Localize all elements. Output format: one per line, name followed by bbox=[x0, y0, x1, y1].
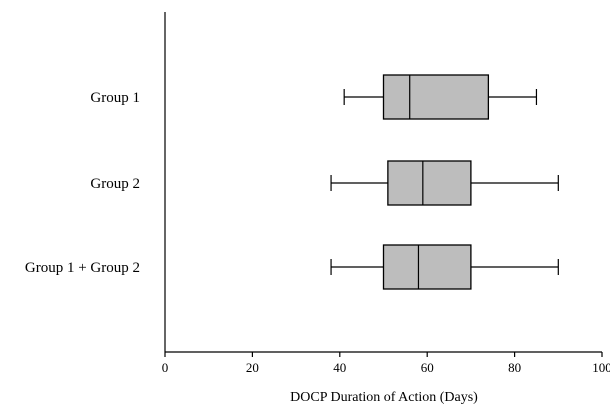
iqr-box bbox=[387, 160, 472, 206]
x-axis-ticks: 0 20 40 60 80 100 bbox=[162, 352, 610, 375]
box-group bbox=[330, 244, 559, 290]
box-groups bbox=[330, 74, 559, 290]
category-label: Group 2 bbox=[90, 176, 140, 192]
category-label: Group 1 bbox=[90, 90, 140, 106]
x-tick-label: 60 bbox=[421, 360, 434, 375]
x-tick-label: 100 bbox=[592, 360, 610, 375]
category-labels: Group 1 Group 2 Group 1 + Group 2 bbox=[25, 90, 140, 276]
x-axis-title: DOCP Duration of Action (Days) bbox=[290, 390, 478, 405]
iqr-box bbox=[382, 74, 490, 120]
x-tick-label: 40 bbox=[333, 360, 346, 375]
category-label: Group 1 + Group 2 bbox=[25, 260, 140, 276]
x-tick-label: 20 bbox=[246, 360, 259, 375]
iqr-box bbox=[382, 244, 472, 290]
box-group bbox=[343, 74, 538, 120]
box-group bbox=[330, 160, 559, 206]
x-tick-label: 80 bbox=[508, 360, 521, 375]
x-tick-label: 0 bbox=[162, 360, 169, 375]
